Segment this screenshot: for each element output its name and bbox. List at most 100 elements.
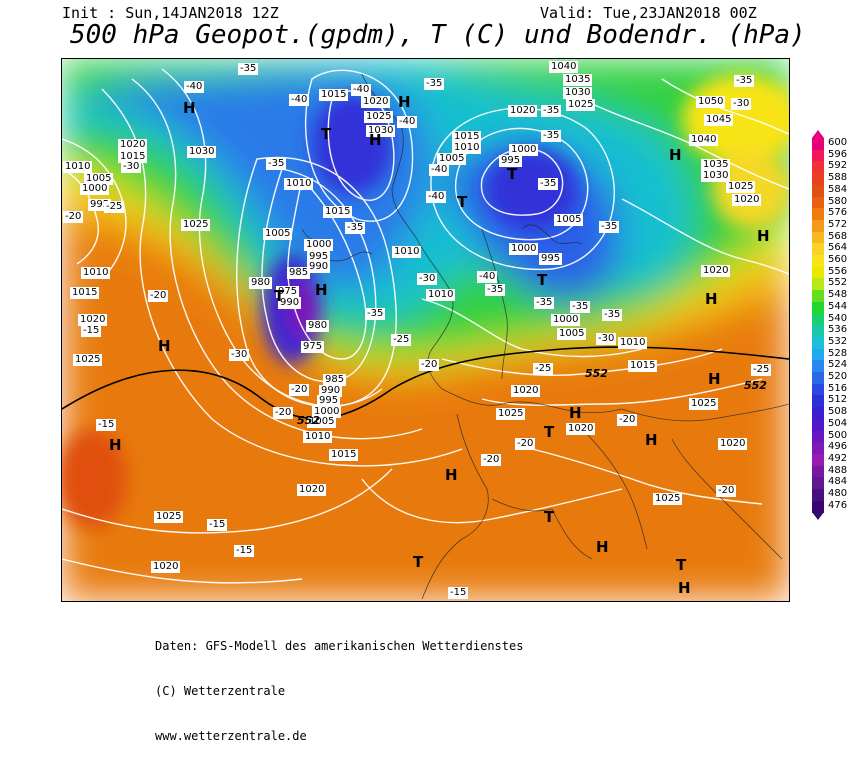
- isobar-label: 1025: [689, 398, 719, 410]
- isobar-label: 1015: [628, 360, 658, 372]
- legend-value: 576: [828, 207, 848, 219]
- isobar-label: 1015: [323, 206, 353, 218]
- geopotential-contour-label: 552: [297, 414, 320, 427]
- high-pressure-marker: H: [369, 131, 382, 149]
- isobar-label: 1050: [696, 96, 726, 108]
- temperature-label: -40: [351, 84, 372, 96]
- isobar-label: 1020: [732, 194, 762, 206]
- legend-swatch: [812, 313, 824, 326]
- legend-swatch: [812, 196, 824, 209]
- high-pressure-marker: H: [678, 579, 691, 597]
- temperature-label: -30: [229, 349, 250, 361]
- legend-swatch: [812, 149, 824, 162]
- isobar-label: 1030: [701, 170, 731, 182]
- legend-swatch: [812, 442, 824, 455]
- isobar-label: 990: [307, 261, 331, 273]
- isobar-label: 1045: [704, 114, 734, 126]
- isobar-label: 1010: [392, 246, 422, 258]
- isobar-label: 1030: [187, 146, 217, 158]
- low-pressure-marker: T: [413, 553, 424, 571]
- isobar-label: 1035: [701, 159, 731, 171]
- high-pressure-marker: H: [569, 404, 582, 422]
- isobar-label: 1035: [563, 74, 593, 86]
- isobar-label: 975: [301, 341, 325, 353]
- isobar-label: 1015: [329, 449, 359, 461]
- isobar-label: 1000: [312, 406, 342, 418]
- high-pressure-marker: H: [398, 93, 411, 111]
- legend-swatch: [812, 231, 824, 244]
- isobar-label: 995: [307, 251, 331, 263]
- low-pressure-marker: T: [544, 423, 555, 441]
- legend-value: 564: [828, 242, 848, 254]
- high-pressure-marker: H: [757, 227, 770, 245]
- isobar-label: 1010: [81, 267, 111, 279]
- legend-value: 476: [828, 499, 848, 511]
- temperature-label: -20: [273, 407, 294, 419]
- isobar-label: 995: [317, 395, 341, 407]
- temperature-label: -25: [104, 201, 125, 213]
- isobar-label: 1010: [452, 142, 482, 154]
- isobar-label: 1020: [566, 423, 596, 435]
- temperature-label: -30: [417, 273, 438, 285]
- high-pressure-marker: H: [158, 337, 171, 355]
- legend-swatch: [812, 255, 824, 268]
- legend-value: 544: [828, 300, 848, 312]
- isobar-label: 1005: [84, 173, 114, 185]
- legend-swatch: [812, 372, 824, 385]
- footer-url[interactable]: www.wetterzentrale.de: [155, 729, 307, 743]
- isobar-label: 1015: [118, 151, 148, 163]
- isobar-label: 1000: [80, 183, 110, 195]
- legend-value: 516: [828, 382, 848, 394]
- legend-swatch: [812, 383, 824, 396]
- legend-swatch: [812, 219, 824, 233]
- temperature-label: -40: [477, 271, 498, 283]
- legend-value: 480: [828, 488, 848, 499]
- isobar-label: 1000: [551, 314, 581, 326]
- legend-value: 536: [828, 324, 848, 336]
- temperature-label: -35: [365, 308, 386, 320]
- isobar-label: 1010: [618, 337, 648, 349]
- legend-value: 548: [828, 289, 848, 301]
- isobar-label: 1020: [701, 265, 731, 277]
- isobar-label: 1020: [151, 561, 181, 573]
- legend-swatch: [812, 489, 824, 502]
- temperature-label: -35: [238, 63, 259, 75]
- isobar-label: 1010: [284, 178, 314, 190]
- init-time-label: Init : Sun,14JAN2018 12Z: [62, 4, 279, 22]
- isobar-label: 985: [323, 374, 347, 386]
- isobar-label: 990: [319, 385, 343, 397]
- isobar-label: 1005: [437, 153, 467, 165]
- geopotential-contour-label: 552: [585, 367, 608, 380]
- temperature-label: -25: [751, 364, 772, 376]
- isobar-label: 1025: [364, 111, 394, 123]
- isobar-label: 1015: [319, 89, 349, 101]
- legend-swatch: [812, 266, 824, 279]
- legend-swatch: [812, 184, 824, 197]
- legend-swatch: [812, 418, 824, 431]
- high-pressure-marker: H: [708, 370, 721, 388]
- legend-value: 496: [828, 441, 848, 453]
- footer-copyright: (C) Wetterzentrale: [155, 684, 286, 698]
- high-pressure-marker: H: [669, 146, 682, 164]
- color-legend: [812, 138, 826, 513]
- isobar-label: 1000: [509, 243, 539, 255]
- legend-swatch: [812, 500, 824, 513]
- isobar-label: 1000: [509, 144, 539, 156]
- temperature-label: -25: [533, 363, 554, 375]
- legend-value: 556: [828, 265, 848, 277]
- low-pressure-marker: T: [676, 556, 687, 574]
- legend-value: 568: [828, 230, 848, 242]
- low-pressure-marker: T: [507, 165, 518, 183]
- legend-up-arrow-icon: [812, 130, 824, 138]
- isobar-label: 1030: [563, 87, 593, 99]
- legend-swatch: [812, 278, 824, 291]
- isobar-label: 1020: [718, 438, 748, 450]
- geopotential-contour-label: 552: [744, 379, 767, 392]
- temperature-label: -35: [345, 222, 366, 234]
- legend-swatch: [812, 430, 824, 443]
- temperature-label: -35: [534, 297, 555, 309]
- legend-value: 484: [828, 476, 848, 488]
- isobar-label: 1010: [303, 431, 333, 443]
- high-pressure-marker: H: [183, 99, 196, 117]
- legend-value: 528: [828, 347, 848, 359]
